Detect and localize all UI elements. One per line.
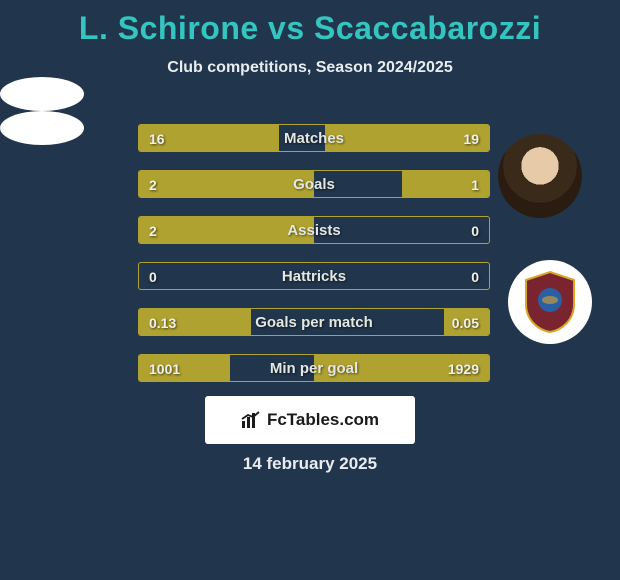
stat-value-right: 0	[471, 263, 479, 290]
avatar	[498, 134, 582, 218]
stat-label: Goals	[139, 171, 489, 198]
stat-label: Goals per match	[139, 309, 489, 336]
stat-row: Matches16 19	[138, 124, 490, 152]
club-left-placeholder	[0, 111, 84, 145]
chart-icon	[241, 411, 261, 429]
stat-row: Goals per match0.13 0.05	[138, 308, 490, 336]
player-right-photo	[498, 134, 582, 218]
club-right-crest	[508, 260, 592, 344]
stat-row: Assists2 0	[138, 216, 490, 244]
brand-badge[interactable]: FcTables.com	[205, 396, 415, 444]
stat-value-left: 2	[149, 171, 157, 198]
stat-row: Goals2 1	[138, 170, 490, 198]
stat-value-right: 0	[471, 217, 479, 244]
stat-label: Matches	[139, 125, 489, 152]
page-subtitle: Club competitions, Season 2024/2025	[0, 59, 620, 77]
shield-icon	[522, 270, 578, 334]
player-left-placeholder	[0, 77, 84, 111]
stat-row: Min per goal1001 1929	[138, 354, 490, 382]
stats-panel: Matches1619Goals21Assists20Hattricks00Go…	[138, 124, 490, 400]
stat-value-right: 0.05	[452, 309, 479, 336]
stat-value-left: 1001	[149, 355, 180, 382]
stat-value-left: 0	[149, 263, 157, 290]
stat-label: Assists	[139, 217, 489, 244]
stat-value-left: 2	[149, 217, 157, 244]
stat-value-right: 1	[471, 171, 479, 198]
stat-value-left: 16	[149, 125, 165, 152]
stat-label: Hattricks	[139, 263, 489, 290]
stat-label: Min per goal	[139, 355, 489, 382]
stat-value-right: 1929	[448, 355, 479, 382]
stat-row: Hattricks0 0	[138, 262, 490, 290]
date-label: 14 february 2025	[0, 454, 620, 474]
brand-label: FcTables.com	[267, 410, 379, 430]
stat-value-left: 0.13	[149, 309, 176, 336]
stat-value-right: 19	[463, 125, 479, 152]
page-title: L. Schirone vs Scaccabarozzi	[0, 0, 620, 47]
